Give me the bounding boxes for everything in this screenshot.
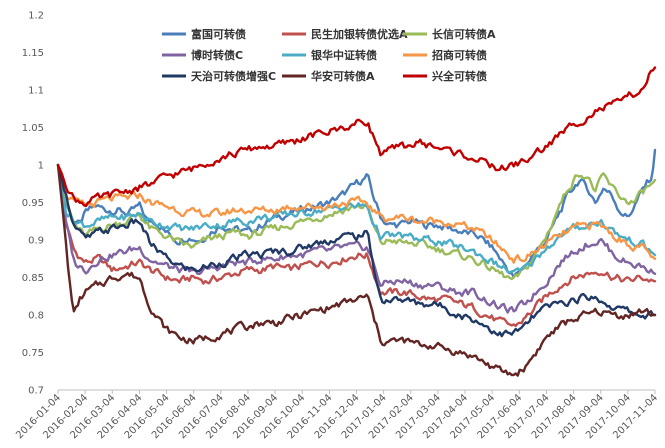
series-lines xyxy=(56,66,657,377)
y-tick-label: 1.05 xyxy=(22,123,44,134)
y-tick-label: 1 xyxy=(38,161,44,172)
legend-label: 华安可转债A xyxy=(311,69,375,83)
legend-item: 富国可转债 xyxy=(162,27,246,41)
series-line-7 xyxy=(56,163,657,377)
legend-label: 长信可转债A xyxy=(432,27,496,41)
legend-label: 银华中证转债 xyxy=(311,48,377,62)
legend-label: 天治可转债增强C xyxy=(191,69,276,83)
legend-label: 兴全可转债 xyxy=(432,69,487,83)
legend-item: 华安可转债A xyxy=(282,69,375,83)
legend-label: 民生加银转债优选A xyxy=(311,27,408,41)
legend-item: 长信可转债A xyxy=(403,27,496,41)
x-axis: 2016-01-042016-02-042016-03-042016-04-04… xyxy=(14,389,660,441)
y-axis: 0.7 0.75 0.8 0.85 0.9 0.95 1 1.05 1.1 1.15 1.2 xyxy=(22,11,44,397)
y-tick-label: 0.7 xyxy=(28,386,44,397)
legend-item: 民生加银转债优选A xyxy=(282,27,408,41)
y-tick-label: 0.85 xyxy=(22,273,44,284)
legend-item: 银华中证转债 xyxy=(282,48,377,62)
legend-label: 招商可转债 xyxy=(432,48,487,62)
series-line-4 xyxy=(56,163,657,274)
legend-item: 兴全可转债 xyxy=(403,69,487,83)
series-line-6 xyxy=(56,163,657,338)
series-line-1 xyxy=(56,163,657,328)
legend-item: 博时转债C xyxy=(162,48,243,62)
y-tick-label: 1.2 xyxy=(28,11,44,22)
y-tick-label: 1.1 xyxy=(28,86,44,97)
y-tick-label: 1.15 xyxy=(22,48,44,59)
legend-item: 天治可转债增强C xyxy=(162,69,276,83)
series-line-3 xyxy=(56,163,657,314)
series-line-5 xyxy=(56,163,657,264)
y-tick-label: 0.75 xyxy=(22,348,44,359)
legend-item: 招商可转债 xyxy=(403,48,487,62)
legend-label: 富国可转债 xyxy=(191,27,246,41)
y-tick-label: 0.8 xyxy=(28,311,44,322)
legend-label: 博时转债C xyxy=(191,48,243,62)
series-line-8 xyxy=(56,66,657,208)
y-tick-label: 0.9 xyxy=(28,236,44,247)
y-tick-label: 0.95 xyxy=(22,198,44,209)
legend: 富国可转债 民生加银转债优选A 长信可转债A 博时转债C 银华中证转债 招商可转债天治可转… xyxy=(162,27,496,83)
